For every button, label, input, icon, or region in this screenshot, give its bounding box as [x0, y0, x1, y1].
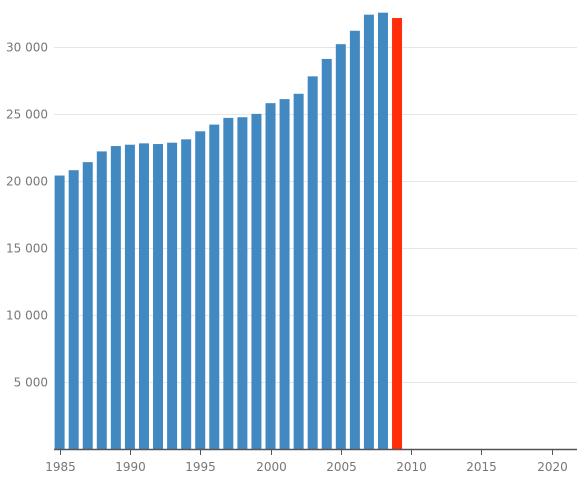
bar [167, 142, 178, 449]
y-tick-label: 5 000 [14, 376, 48, 390]
x-tick-label: 1990 [115, 460, 146, 474]
bar [349, 30, 360, 450]
bar [54, 175, 65, 450]
y-tick-label: 30 000 [6, 41, 48, 55]
bar [265, 103, 276, 450]
bar [293, 93, 304, 450]
y-axis-labels: 5 000 10 000 15 000 20 000 25 000 30 000 [6, 41, 48, 390]
bar [335, 44, 346, 450]
y-tick-label: 20 000 [6, 175, 48, 189]
y-tick-label: 15 000 [6, 242, 48, 256]
bars-layer [54, 12, 403, 450]
y-tick-label: 10 000 [6, 309, 48, 323]
bar [209, 124, 220, 449]
bar [377, 12, 388, 449]
y-tick-label: 25 000 [6, 108, 48, 122]
bar [110, 146, 121, 450]
bar [153, 144, 164, 450]
bar [82, 162, 93, 449]
bar [279, 99, 290, 449]
bar-highlighted [392, 18, 403, 450]
bar [138, 143, 149, 449]
x-tick-label: 2005 [326, 460, 357, 474]
x-tick-label: 1985 [45, 460, 76, 474]
x-tick-label: 2000 [256, 460, 287, 474]
bar [181, 139, 192, 449]
x-tick-label: 2020 [537, 460, 568, 474]
bar [223, 117, 234, 450]
bar [251, 113, 262, 449]
bar [195, 131, 206, 450]
x-tick-label: 1995 [185, 460, 216, 474]
bar [96, 151, 107, 449]
bar [68, 170, 79, 449]
bar [363, 14, 374, 450]
bar [124, 144, 135, 449]
bar [237, 117, 248, 449]
bar [307, 76, 318, 449]
x-tick-label: 2015 [466, 460, 497, 474]
x-axis: 1985 1990 1995 2000 2005 2010 2015 2020 [45, 448, 577, 474]
bar [321, 58, 332, 450]
x-tick-label: 2010 [396, 460, 427, 474]
